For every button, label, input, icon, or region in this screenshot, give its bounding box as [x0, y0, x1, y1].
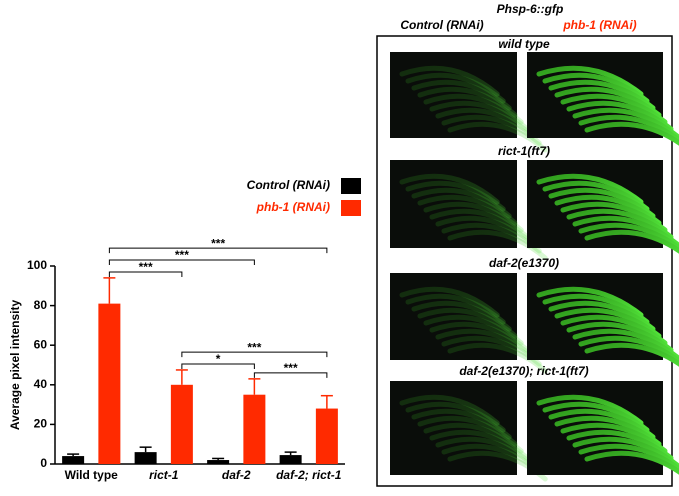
worm: [548, 408, 656, 440]
worm: [542, 180, 650, 212]
bar: [243, 394, 266, 464]
worm: [578, 222, 679, 252]
y-tick-label: 0: [40, 456, 47, 470]
significance-bracket: [108, 247, 328, 254]
y-tick-label: 40: [34, 377, 48, 391]
significance-label: ***: [175, 248, 189, 262]
y-axis-label: Average pixel intensity: [8, 300, 22, 431]
worm: [560, 93, 668, 125]
worm: [566, 100, 674, 132]
y-tick-label: 100: [27, 258, 47, 272]
worm: [554, 86, 662, 118]
bar: [98, 303, 121, 464]
worm: [542, 293, 650, 325]
y-tick-label: 80: [34, 298, 48, 312]
worm: [536, 65, 644, 97]
worm: [572, 215, 679, 247]
bar: [315, 408, 338, 464]
worm: [548, 300, 656, 332]
significance-label: ***: [139, 260, 153, 274]
bar: [134, 452, 157, 464]
worm: [554, 307, 662, 339]
significance-label: *: [216, 352, 221, 366]
legend-label: Control (RNAi): [247, 178, 330, 192]
column-label: Control (RNAi): [400, 18, 483, 32]
worm: [554, 415, 662, 447]
worm: [560, 314, 668, 346]
significance-bracket: [108, 259, 255, 266]
x-tick-label: daf-2: [222, 468, 251, 482]
significance-label: ***: [247, 340, 261, 354]
worm: [447, 342, 548, 374]
y-tick-label: 60: [34, 337, 48, 351]
panel-frame: [376, 35, 673, 487]
y-tick-label: 20: [34, 417, 48, 431]
bar: [170, 384, 193, 464]
legend-label: phb-1 (RNAi): [256, 200, 330, 214]
bar: [62, 456, 85, 464]
worm: [536, 286, 644, 318]
x-tick-label: daf-2; rict-1: [276, 468, 342, 482]
significance-bracket: [108, 271, 183, 277]
worm: [566, 208, 674, 240]
legend-swatch: [341, 178, 361, 194]
x-tick-label: rict-1: [149, 468, 179, 482]
worm: [542, 72, 650, 104]
legend-swatch: [341, 200, 361, 216]
bar: [207, 460, 230, 464]
worm: [536, 394, 644, 426]
row-label: wild type: [498, 37, 550, 51]
significance-bracket: [181, 351, 328, 358]
worm: [542, 401, 650, 433]
worm: [447, 229, 548, 261]
bar: [279, 455, 302, 464]
panel-title: Phsp-6::gfp: [497, 2, 564, 16]
row-label: daf-2(e1370): [489, 256, 559, 270]
worm: [447, 121, 548, 153]
worm: [536, 173, 644, 205]
row-label: rict-1(ft7): [498, 144, 550, 158]
worm: [566, 429, 674, 461]
significance-label: ***: [211, 236, 225, 250]
worm: [566, 321, 674, 353]
worm: [548, 79, 656, 111]
row-label: daf-2(e1370); rict-1(ft7): [459, 364, 588, 378]
significance-label: ***: [284, 361, 298, 375]
significance-bracket: [253, 372, 328, 378]
worm: [572, 436, 679, 468]
worm: [554, 194, 662, 226]
worm: [572, 328, 679, 360]
column-label: phb-1 (RNAi): [562, 18, 636, 32]
significance-bracket: [181, 363, 255, 370]
worm: [560, 422, 668, 454]
worm: [572, 107, 679, 139]
worm: [560, 201, 668, 233]
worm: [578, 114, 679, 144]
worm: [548, 187, 656, 219]
worm: [578, 335, 679, 365]
worm: [578, 443, 679, 473]
x-tick-label: Wild type: [65, 468, 119, 482]
